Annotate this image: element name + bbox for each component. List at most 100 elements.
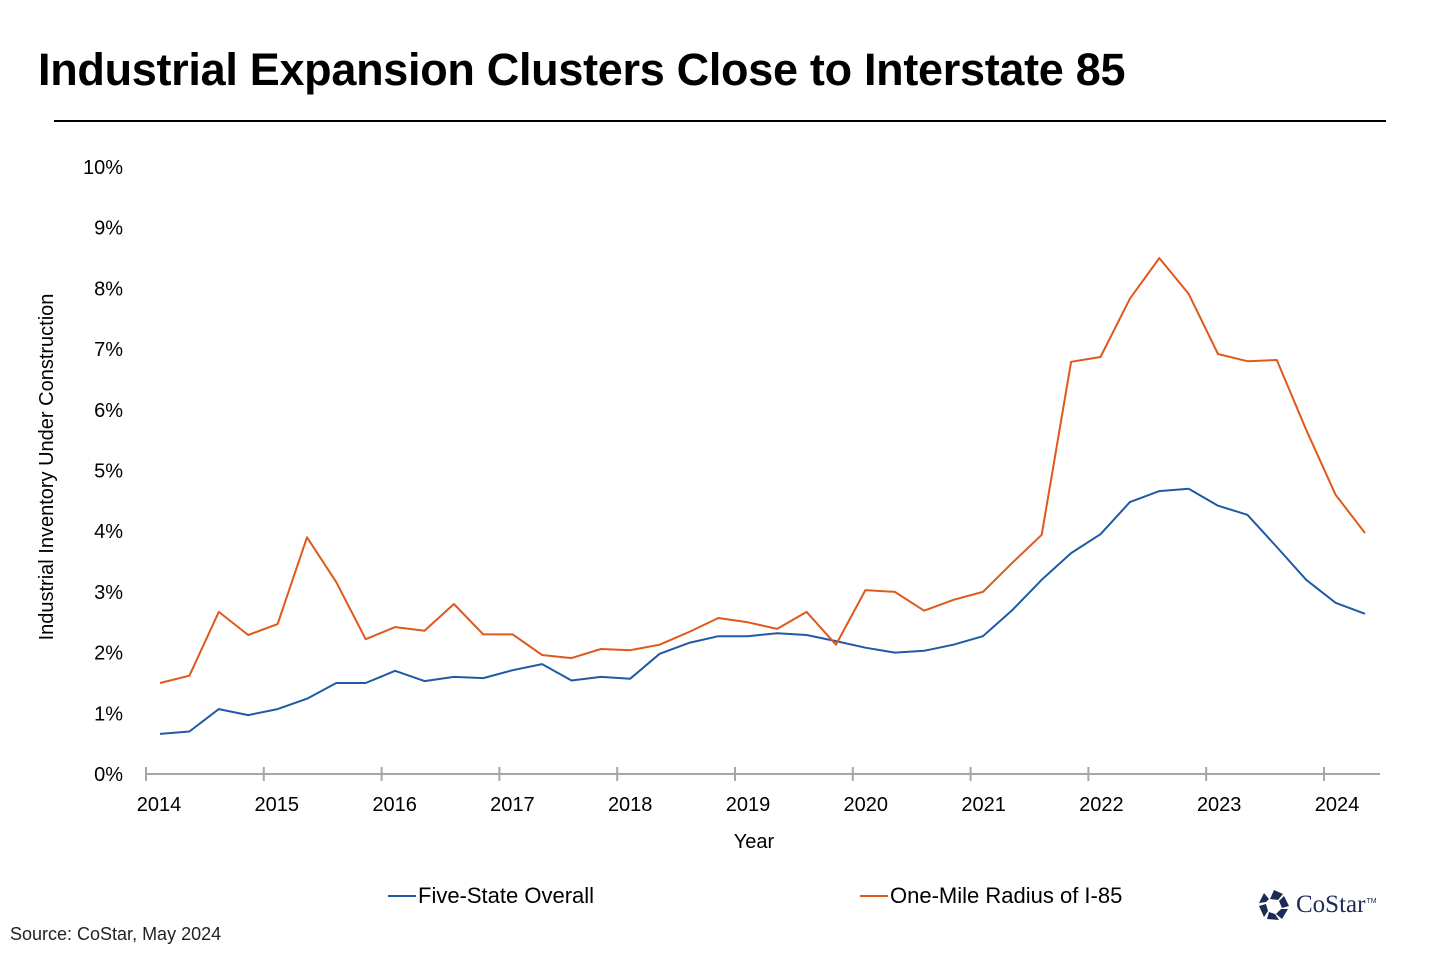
data-point bbox=[1129, 501, 1131, 503]
data-point bbox=[982, 591, 984, 593]
data-point bbox=[424, 680, 426, 682]
data-point bbox=[570, 680, 572, 682]
data-point bbox=[894, 591, 896, 593]
data-point bbox=[365, 682, 367, 684]
data-point bbox=[1335, 602, 1337, 604]
data-point bbox=[512, 669, 514, 671]
data-point bbox=[776, 628, 778, 630]
data-point bbox=[717, 635, 719, 637]
y-tick-label: 2% bbox=[94, 643, 123, 665]
data-point bbox=[1335, 494, 1337, 496]
series-layer bbox=[159, 257, 1366, 735]
data-point bbox=[1276, 359, 1278, 361]
logo-wordmark: CoStar bbox=[1296, 891, 1366, 918]
title-divider bbox=[54, 120, 1386, 122]
y-axis-title: Industrial Inventory Under Construction bbox=[36, 294, 58, 641]
data-point bbox=[306, 536, 308, 538]
data-point bbox=[1188, 293, 1190, 295]
data-point bbox=[247, 634, 249, 636]
data-point bbox=[159, 733, 161, 735]
data-point bbox=[1305, 579, 1307, 581]
data-point bbox=[1246, 360, 1248, 362]
data-point bbox=[864, 589, 866, 591]
data-point bbox=[600, 676, 602, 678]
y-tick-label: 4% bbox=[94, 521, 123, 543]
legend-swatch-blue bbox=[388, 895, 416, 897]
logo-trademark: TM bbox=[1366, 897, 1377, 905]
data-point bbox=[424, 630, 426, 632]
y-tick-label: 6% bbox=[94, 400, 123, 422]
y-tick-label: 8% bbox=[94, 278, 123, 300]
data-point bbox=[277, 708, 279, 710]
data-point bbox=[629, 649, 631, 651]
chart-title: Industrial Expansion Clusters Close to I… bbox=[38, 44, 1126, 95]
x-tick-label: 2024 bbox=[1315, 794, 1360, 816]
data-point bbox=[1099, 533, 1101, 535]
data-point bbox=[482, 677, 484, 679]
data-point bbox=[688, 642, 690, 644]
data-point bbox=[864, 647, 866, 649]
data-point bbox=[629, 678, 631, 680]
data-point bbox=[365, 638, 367, 640]
data-point bbox=[394, 626, 396, 628]
series-line-one-mile-radius-i85 bbox=[159, 257, 1366, 684]
data-point bbox=[747, 621, 749, 623]
y-tick-label: 5% bbox=[94, 461, 123, 483]
data-point bbox=[953, 644, 955, 646]
data-point bbox=[453, 676, 455, 678]
data-point bbox=[277, 623, 279, 625]
data-point bbox=[688, 631, 690, 633]
legend-label: One-Mile Radius of I-85 bbox=[890, 883, 1123, 908]
x-tick-label: 2020 bbox=[844, 794, 889, 816]
legend-item-i85[interactable]: One-Mile Radius of I-85 bbox=[860, 883, 1122, 909]
data-point bbox=[982, 635, 984, 637]
x-tick-label: 2015 bbox=[255, 794, 300, 816]
data-point bbox=[659, 644, 661, 646]
data-point bbox=[218, 708, 220, 710]
data-point bbox=[512, 633, 514, 635]
data-point bbox=[541, 654, 543, 656]
data-point bbox=[159, 682, 161, 684]
legend-item-five-state[interactable]: Five-State Overall bbox=[388, 883, 594, 909]
series-line-five-state-overall bbox=[159, 487, 1366, 735]
x-axis: 2014 2015 2016 2017 2018 2019 2020 2021 2022 2023… bbox=[137, 767, 1380, 816]
data-point bbox=[1041, 534, 1043, 536]
data-point bbox=[218, 611, 220, 613]
data-point bbox=[1011, 609, 1013, 611]
data-point bbox=[1364, 613, 1366, 615]
data-point bbox=[659, 653, 661, 655]
data-point bbox=[776, 632, 778, 634]
legend-label: Five-State Overall bbox=[418, 883, 595, 908]
data-point bbox=[1099, 356, 1101, 358]
data-point bbox=[953, 599, 955, 601]
x-axis-title: Year bbox=[734, 831, 775, 853]
data-point bbox=[1158, 257, 1160, 259]
data-point bbox=[335, 581, 337, 583]
data-point bbox=[747, 635, 749, 637]
data-point bbox=[1070, 552, 1072, 554]
data-point bbox=[1041, 579, 1043, 581]
x-tick-label: 2023 bbox=[1197, 794, 1242, 816]
data-point bbox=[247, 714, 249, 716]
data-point bbox=[1364, 532, 1366, 534]
x-tick-label: 2019 bbox=[726, 794, 771, 816]
data-point bbox=[188, 675, 190, 677]
data-point bbox=[717, 617, 719, 619]
y-axis-ticks: 0% 1% 2% 3% 4% 5% 6% 7% 8% 9% 10% bbox=[83, 157, 123, 786]
x-tick-label: 2016 bbox=[372, 794, 417, 816]
x-tick-label: 2017 bbox=[490, 794, 535, 816]
costar-star-icon bbox=[1259, 890, 1289, 920]
x-tick-label: 2014 bbox=[137, 794, 182, 816]
y-tick-label: 1% bbox=[94, 703, 123, 725]
data-point bbox=[306, 698, 308, 700]
legend-swatch-orange bbox=[860, 895, 888, 897]
data-point bbox=[188, 731, 190, 733]
data-point bbox=[1246, 514, 1248, 516]
y-tick-label: 0% bbox=[94, 764, 123, 786]
y-tick-label: 10% bbox=[83, 157, 123, 179]
data-point bbox=[570, 657, 572, 659]
data-point bbox=[335, 682, 337, 684]
data-point bbox=[835, 644, 837, 646]
y-tick-label: 7% bbox=[94, 339, 123, 361]
